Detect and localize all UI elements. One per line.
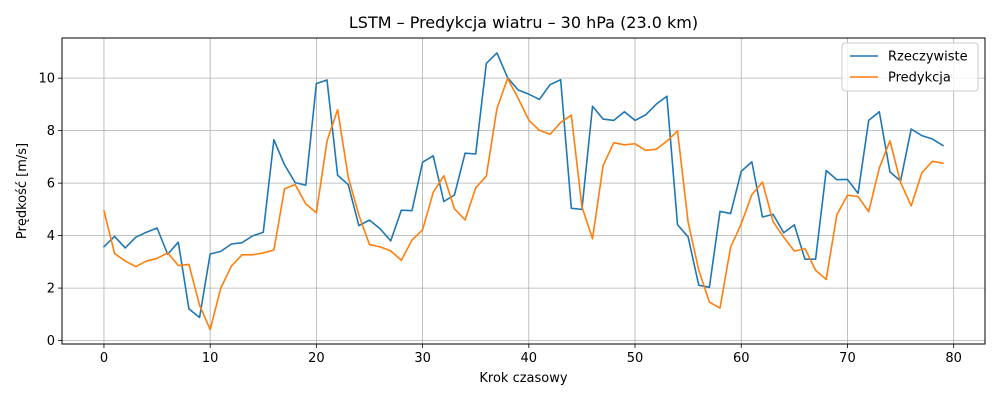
series-line-predykcja bbox=[103, 77, 944, 331]
series-layer bbox=[103, 52, 944, 331]
x-tick-label: 70 bbox=[839, 351, 856, 366]
y-tick-label: 0 bbox=[47, 334, 55, 349]
x-tick-label: 40 bbox=[521, 351, 538, 366]
x-axis-label: Krok czasowy bbox=[479, 371, 567, 386]
y-tick-label: 8 bbox=[47, 124, 55, 139]
legend-label-predykcja: Predykcja bbox=[888, 71, 951, 86]
legend-box bbox=[841, 42, 979, 92]
plot-frame bbox=[61, 37, 986, 345]
y-tick-label: 2 bbox=[47, 282, 55, 297]
legend: Rzeczywiste Predykcja bbox=[841, 42, 979, 92]
legend-label-rzeczywiste: Rzeczywiste bbox=[888, 50, 968, 65]
x-tick-label: 20 bbox=[308, 351, 325, 366]
y-tick-label: 6 bbox=[47, 177, 55, 192]
x-tick-label: 50 bbox=[627, 351, 644, 366]
y-axis-label: Prędkość [m/s] bbox=[15, 143, 30, 239]
chart-title: LSTM – Predykcja wiatru – 30 hPa (23.0 k… bbox=[349, 13, 698, 32]
x-tick-label: 80 bbox=[945, 351, 962, 366]
x-tick-label: 10 bbox=[202, 351, 219, 366]
x-tick-label: 0 bbox=[100, 351, 108, 366]
series-line-rzeczywiste bbox=[103, 52, 944, 319]
x-axis-ticks: 0 10 20 30 40 50 60 70 80 bbox=[100, 344, 962, 366]
x-tick-label: 30 bbox=[414, 351, 431, 366]
x-tick-label: 60 bbox=[733, 351, 750, 366]
y-tick-label: 10 bbox=[38, 72, 55, 87]
y-tick-label: 4 bbox=[47, 229, 55, 244]
y-axis-ticks: 0 2 4 6 8 10 bbox=[38, 72, 62, 349]
